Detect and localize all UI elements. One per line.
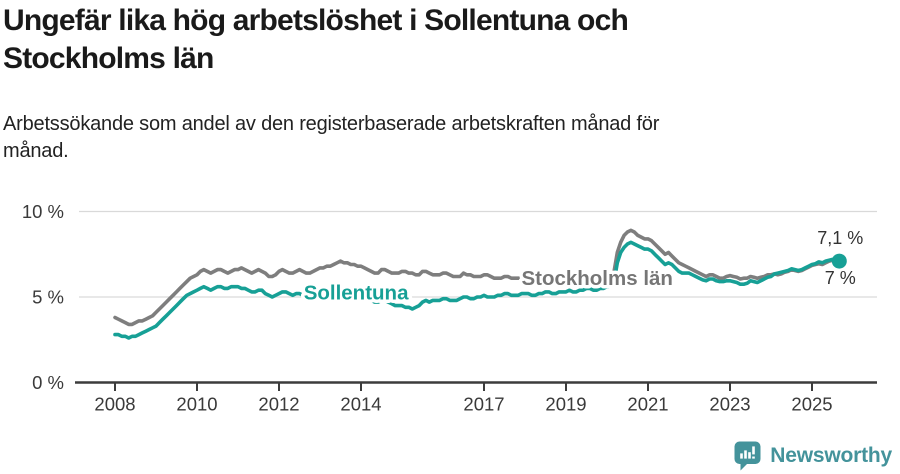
series-end-value-sollentuna: 7,1 % — [817, 228, 863, 248]
y-tick-label: 0 % — [32, 372, 64, 393]
chart-subtitle-line1: Arbetssökande som andel av den registerb… — [3, 113, 660, 135]
page-title: Ungefär lika hög arbetslöshet i Sollentu… — [3, 2, 748, 78]
series-line-stockholms-l-n — [113, 228, 842, 327]
series-end-value-stockholms-l-n: 7 % — [825, 268, 856, 288]
x-tick-label: 2010 — [176, 394, 217, 415]
y-tick-label: 10 % — [22, 201, 64, 222]
chart-subtitle-line2: månad. — [3, 140, 69, 162]
x-tick-label: 2012 — [258, 394, 299, 415]
newsworthy-logo-icon — [734, 441, 761, 471]
y-tick-label: 5 % — [32, 287, 64, 308]
x-tick-label: 2021 — [627, 394, 668, 415]
series-end-dot-sollentuna — [831, 253, 847, 269]
x-tick-label: 2014 — [340, 394, 381, 415]
x-tick-label: 2019 — [545, 394, 586, 415]
series-label-stockholms-l-n: Stockholms län — [521, 267, 673, 290]
page-title-line2: Stockholms län — [3, 42, 214, 75]
x-tick-label: 2023 — [709, 394, 750, 415]
x-tick-label: 2008 — [94, 394, 135, 415]
series-label-sollentuna: Sollentuna — [304, 282, 409, 305]
page-title-line1: Ungefär lika hög arbetslöshet i Sollentu… — [3, 4, 629, 37]
x-tick-label: 2025 — [791, 394, 832, 415]
series-line-sollentuna — [113, 240, 842, 340]
x-tick-label: 2017 — [463, 394, 504, 415]
chart-subtitle: Arbetssökande som andel av den registerb… — [3, 111, 823, 165]
brand-name: Newsworthy — [770, 444, 892, 467]
footer-branding: Newsworthy — [734, 441, 892, 471]
